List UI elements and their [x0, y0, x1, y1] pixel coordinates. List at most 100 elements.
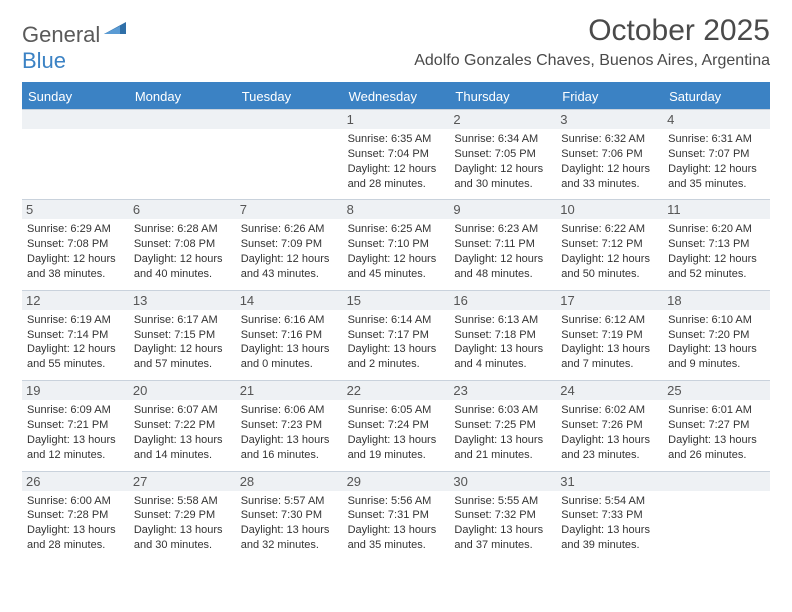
day-details: Sunrise: 5:55 AMSunset: 7:32 PMDaylight:…: [454, 494, 551, 553]
day-details: Sunrise: 6:00 AMSunset: 7:28 PMDaylight:…: [27, 494, 124, 553]
weekday-header: Sunday: [22, 84, 129, 109]
calendar-body: 1 Sunrise: 6:35 AMSunset: 7:04 PMDaylight…: [22, 109, 770, 561]
month-title: October 2025: [414, 14, 770, 48]
day-number: [236, 109, 343, 129]
calendar-day: 23Sunrise: 6:03 AMSunset: 7:25 PMDayligh…: [449, 380, 556, 470]
day-number: 17: [556, 290, 663, 310]
calendar-day: 28 Sunrise: 5:57 AMSunset: 7:30 PMDayligh…: [236, 471, 343, 561]
day-number: 8: [343, 199, 450, 219]
day-details: Sunrise: 6:34 AMSunset: 7:05 PMDaylight:…: [454, 132, 551, 191]
calendar-day: 5 Sunrise: 6:29 AMSunset: 7:08 PMDaylight…: [22, 199, 129, 289]
calendar-day: 20 Sunrise: 6:07 AMSunset: 7:22 PMDayligh…: [129, 380, 236, 470]
brand-part1: General: [22, 22, 100, 47]
day-details: Sunrise: 6:13 AMSunset: 7:18 PMDaylight:…: [454, 313, 551, 372]
calendar-week: 1 Sunrise: 6:35 AMSunset: 7:04 PMDaylight…: [22, 109, 770, 199]
day-number: 25: [663, 380, 770, 400]
day-number: 30: [449, 471, 556, 491]
day-details: Sunrise: 6:10 AMSunset: 7:20 PMDaylight:…: [668, 313, 765, 372]
calendar-day: 21Sunrise: 6:06 AMSunset: 7:23 PMDayligh…: [236, 380, 343, 470]
day-number: 2: [449, 109, 556, 129]
day-details: Sunrise: 5:58 AMSunset: 7:29 PMDaylight:…: [134, 494, 231, 553]
day-number: 9: [449, 199, 556, 219]
day-details: Sunrise: 6:07 AMSunset: 7:22 PMDaylight:…: [134, 403, 231, 462]
day-details: Sunrise: 6:14 AMSunset: 7:17 PMDaylight:…: [348, 313, 445, 372]
day-number: 16: [449, 290, 556, 310]
day-number: 14: [236, 290, 343, 310]
title-block: October 2025 Adolfo Gonzales Chaves, Bue…: [414, 14, 770, 70]
day-details: Sunrise: 6:19 AMSunset: 7:14 PMDaylight:…: [27, 313, 124, 372]
weekday-header: Saturday: [663, 84, 770, 109]
day-number: 5: [22, 199, 129, 219]
weekday-header: Friday: [556, 84, 663, 109]
day-number: 31: [556, 471, 663, 491]
day-details: Sunrise: 6:23 AMSunset: 7:11 PMDaylight:…: [454, 222, 551, 281]
calendar-day: 12 Sunrise: 6:19 AMSunset: 7:14 PMDayligh…: [22, 290, 129, 380]
weekday-header: Thursday: [449, 84, 556, 109]
weekday-header: Monday: [129, 84, 236, 109]
calendar-day: 2 Sunrise: 6:34 AMSunset: 7:05 PMDaylight…: [449, 109, 556, 199]
calendar-day: [22, 109, 129, 199]
calendar-day: 1 Sunrise: 6:35 AMSunset: 7:04 PMDaylight…: [343, 109, 450, 199]
calendar-day: 26 Sunrise: 6:00 AMSunset: 7:28 PMDayligh…: [22, 471, 129, 561]
day-number: 28: [236, 471, 343, 491]
calendar-day: 22Sunrise: 6:05 AMSunset: 7:24 PMDayligh…: [343, 380, 450, 470]
calendar-day: 25Sunrise: 6:01 AMSunset: 7:27 PMDayligh…: [663, 380, 770, 470]
triangle-icon: [104, 20, 126, 34]
calendar-day: 6Sunrise: 6:28 AMSunset: 7:08 PMDaylight…: [129, 199, 236, 289]
day-number: 12: [22, 290, 129, 310]
day-details: Sunrise: 6:22 AMSunset: 7:12 PMDaylight:…: [561, 222, 658, 281]
day-number: 21: [236, 380, 343, 400]
weekday-header-row: SundayMondayTuesdayWednesdayThursdayFrid…: [22, 84, 770, 109]
calendar-day: 31Sunrise: 5:54 AMSunset: 7:33 PMDayligh…: [556, 471, 663, 561]
day-number: 26: [22, 471, 129, 491]
brand-part2: Blue: [22, 48, 66, 73]
calendar-week: 26 Sunrise: 6:00 AMSunset: 7:28 PMDayligh…: [22, 471, 770, 561]
calendar-day: 16 Sunrise: 6:13 AMSunset: 7:18 PMDayligh…: [449, 290, 556, 380]
day-number: 20: [129, 380, 236, 400]
day-details: Sunrise: 6:31 AMSunset: 7:07 PMDaylight:…: [668, 132, 765, 191]
day-details: Sunrise: 6:35 AMSunset: 7:04 PMDaylight:…: [348, 132, 445, 191]
day-details: Sunrise: 6:17 AMSunset: 7:15 PMDaylight:…: [134, 313, 231, 372]
day-details: Sunrise: 6:02 AMSunset: 7:26 PMDaylight:…: [561, 403, 658, 462]
calendar-day: 27 Sunrise: 5:58 AMSunset: 7:29 PMDayligh…: [129, 471, 236, 561]
day-details: Sunrise: 6:09 AMSunset: 7:21 PMDaylight:…: [27, 403, 124, 462]
day-number: 24: [556, 380, 663, 400]
day-number: 6: [129, 199, 236, 219]
day-details: Sunrise: 6:25 AMSunset: 7:10 PMDaylight:…: [348, 222, 445, 281]
calendar-day: 7Sunrise: 6:26 AMSunset: 7:09 PMDaylight…: [236, 199, 343, 289]
calendar-day: 29 Sunrise: 5:56 AMSunset: 7:31 PMDayligh…: [343, 471, 450, 561]
calendar-day: [663, 471, 770, 561]
calendar: SundayMondayTuesdayWednesdayThursdayFrid…: [22, 82, 770, 561]
day-details: Sunrise: 6:20 AMSunset: 7:13 PMDaylight:…: [668, 222, 765, 281]
day-details: Sunrise: 5:56 AMSunset: 7:31 PMDaylight:…: [348, 494, 445, 553]
calendar-week: 12 Sunrise: 6:19 AMSunset: 7:14 PMDayligh…: [22, 290, 770, 380]
calendar-day: 19 Sunrise: 6:09 AMSunset: 7:21 PMDayligh…: [22, 380, 129, 470]
brand-logo: General Blue: [22, 14, 126, 74]
day-details: Sunrise: 6:32 AMSunset: 7:06 PMDaylight:…: [561, 132, 658, 191]
day-number: 29: [343, 471, 450, 491]
day-number: 15: [343, 290, 450, 310]
weekday-header: Wednesday: [343, 84, 450, 109]
page-header: General Blue October 2025 Adolfo Gonzale…: [22, 14, 770, 74]
calendar-day: [129, 109, 236, 199]
calendar-day: 18 Sunrise: 6:10 AMSunset: 7:20 PMDayligh…: [663, 290, 770, 380]
calendar-day: [236, 109, 343, 199]
day-number: 1: [343, 109, 450, 129]
calendar-day: 13Sunrise: 6:17 AMSunset: 7:15 PMDayligh…: [129, 290, 236, 380]
calendar-day: 8 Sunrise: 6:25 AMSunset: 7:10 PMDaylight…: [343, 199, 450, 289]
calendar-day: 3Sunrise: 6:32 AMSunset: 7:06 PMDaylight…: [556, 109, 663, 199]
calendar-week: 5 Sunrise: 6:29 AMSunset: 7:08 PMDaylight…: [22, 199, 770, 289]
calendar-day: 30 Sunrise: 5:55 AMSunset: 7:32 PMDayligh…: [449, 471, 556, 561]
day-number: 27: [129, 471, 236, 491]
day-details: Sunrise: 6:29 AMSunset: 7:08 PMDaylight:…: [27, 222, 124, 281]
calendar-day: 9 Sunrise: 6:23 AMSunset: 7:11 PMDaylight…: [449, 199, 556, 289]
day-details: Sunrise: 5:57 AMSunset: 7:30 PMDaylight:…: [241, 494, 338, 553]
day-number: 18: [663, 290, 770, 310]
day-number: 19: [22, 380, 129, 400]
day-details: Sunrise: 6:12 AMSunset: 7:19 PMDaylight:…: [561, 313, 658, 372]
weekday-header: Tuesday: [236, 84, 343, 109]
day-number: 7: [236, 199, 343, 219]
calendar-week: 19 Sunrise: 6:09 AMSunset: 7:21 PMDayligh…: [22, 380, 770, 470]
day-number: 10: [556, 199, 663, 219]
day-details: Sunrise: 6:03 AMSunset: 7:25 PMDaylight:…: [454, 403, 551, 462]
